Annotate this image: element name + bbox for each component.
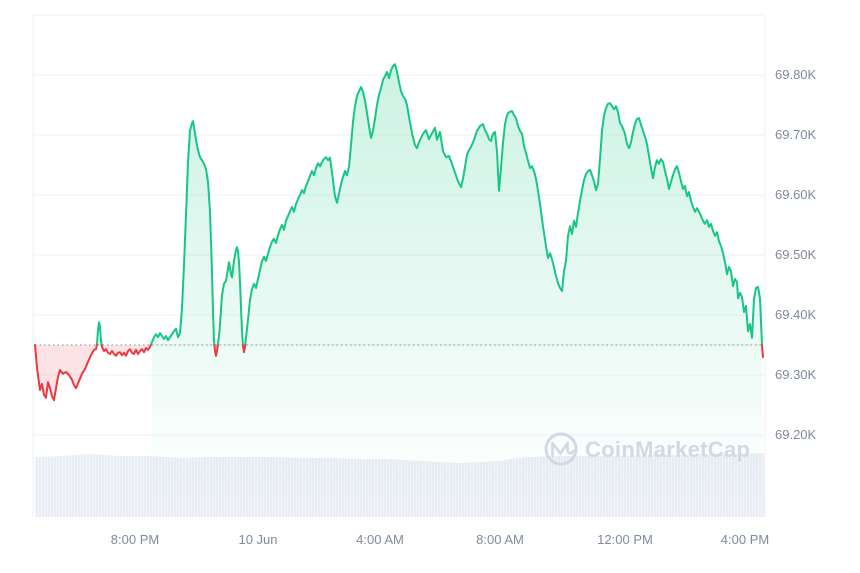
x-axis-label: 4:00 PM [720, 532, 770, 547]
x-axis-label: 8:00 AM [476, 532, 524, 547]
area-fill-down [35, 344, 763, 401]
price-line-up [34, 63, 764, 346]
y-axis-label: 69.80K [775, 67, 817, 82]
y-axis-label: 69.70K [775, 127, 817, 142]
x-axis-label: 8:00 PM [110, 532, 160, 547]
x-axis-label: 4:00 AM [356, 532, 404, 547]
x-axis-label: 12:00 PM [597, 532, 653, 547]
y-axis-label: 69.20K [775, 427, 817, 442]
y-axis-label: 69.50K [775, 247, 817, 262]
watermark: CoinMarketCap [544, 432, 750, 466]
watermark-text: CoinMarketCap [585, 437, 750, 462]
coinmarketcap-logo-m [551, 441, 575, 458]
coinmarketcap-logo-icon [544, 432, 578, 466]
x-axis-label: 10 Jun [238, 532, 278, 547]
area-fill-up-lower [152, 345, 762, 517]
y-axis-label: 69.30K [775, 367, 817, 382]
area-fill-up [35, 64, 763, 346]
y-axis-label: 69.60K [775, 187, 817, 202]
y-axis-label: 69.40K [775, 307, 817, 322]
